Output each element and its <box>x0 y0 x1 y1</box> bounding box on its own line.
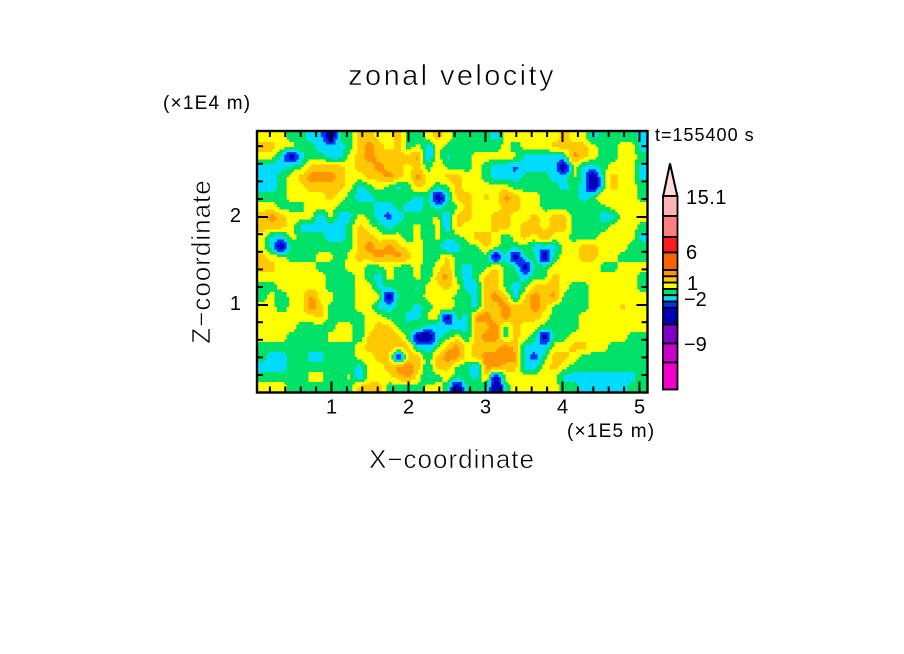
svg-text:1: 1 <box>326 397 337 419</box>
svg-text:−9: −9 <box>684 334 707 356</box>
svg-text:t=155400 s: t=155400 s <box>655 125 755 145</box>
svg-text:zonal velocity: zonal velocity <box>348 60 556 92</box>
svg-text:5: 5 <box>634 397 645 419</box>
svg-text:2: 2 <box>230 205 241 227</box>
svg-text:(×1E5 m): (×1E5 m) <box>567 421 655 442</box>
svg-text:6: 6 <box>686 242 697 264</box>
svg-text:−2: −2 <box>684 289 707 311</box>
svg-text:X−coordinate: X−coordinate <box>369 444 535 474</box>
svg-text:4: 4 <box>557 397 568 419</box>
svg-text:Z−coordinate: Z−coordinate <box>186 179 216 343</box>
svg-text:1: 1 <box>687 273 698 295</box>
svg-text:1: 1 <box>230 293 241 315</box>
svg-text:3: 3 <box>480 397 491 419</box>
svg-text:15.1: 15.1 <box>686 187 727 209</box>
svg-text:(×1E4 m): (×1E4 m) <box>163 93 251 114</box>
svg-text:2: 2 <box>403 397 414 419</box>
